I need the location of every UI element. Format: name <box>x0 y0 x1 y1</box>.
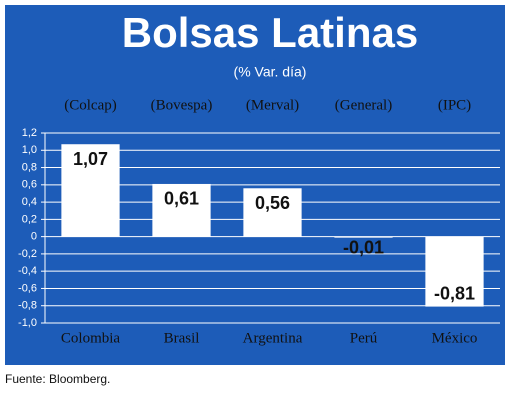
index-name: (Merval) <box>246 97 299 113</box>
y-tick-label: 0 <box>31 231 37 243</box>
y-tick-label: 0,2 <box>22 213 37 225</box>
value-label: 0,56 <box>255 193 290 213</box>
x-tick-label: Brasil <box>164 330 200 346</box>
y-tick-label: 1,0 <box>22 144 37 156</box>
bar <box>152 183 211 237</box>
bar <box>243 188 302 237</box>
x-tick-label: Colombia <box>61 330 121 346</box>
index-name: (Bovespa) <box>151 97 213 113</box>
value-label: 0,61 <box>164 189 199 209</box>
chart-title: Bolsas Latinas <box>122 9 418 56</box>
y-tick-label: -0,2 <box>18 248 37 260</box>
y-tick-label: 0,8 <box>22 161 37 173</box>
chart-subtitle: (% Var. día) <box>234 64 307 80</box>
index-name: (Colcap) <box>64 97 116 113</box>
bar <box>425 236 484 307</box>
bar <box>61 144 120 237</box>
index-name: (General) <box>335 97 392 113</box>
y-tick-label: -0,8 <box>18 300 37 312</box>
y-tick-label: -0,6 <box>18 282 37 294</box>
x-tick-label: Perú <box>350 330 378 346</box>
source-note: Fuente: Bloomberg. <box>5 372 110 386</box>
value-label: -0,01 <box>343 237 384 257</box>
y-tick-label: -0,4 <box>18 265 37 277</box>
value-label: -0,81 <box>434 283 475 303</box>
y-tick-label: 0,6 <box>22 179 37 191</box>
index-name: (IPC) <box>438 97 471 113</box>
y-tick-label: 1,2 <box>22 127 37 139</box>
bar <box>334 236 393 238</box>
x-tick-label: México <box>432 330 478 346</box>
y-tick-label: -1,0 <box>18 317 37 329</box>
x-tick-label: Argentina <box>243 330 303 346</box>
y-tick-label: 0,4 <box>22 196 37 208</box>
value-label: 1,07 <box>73 149 108 169</box>
